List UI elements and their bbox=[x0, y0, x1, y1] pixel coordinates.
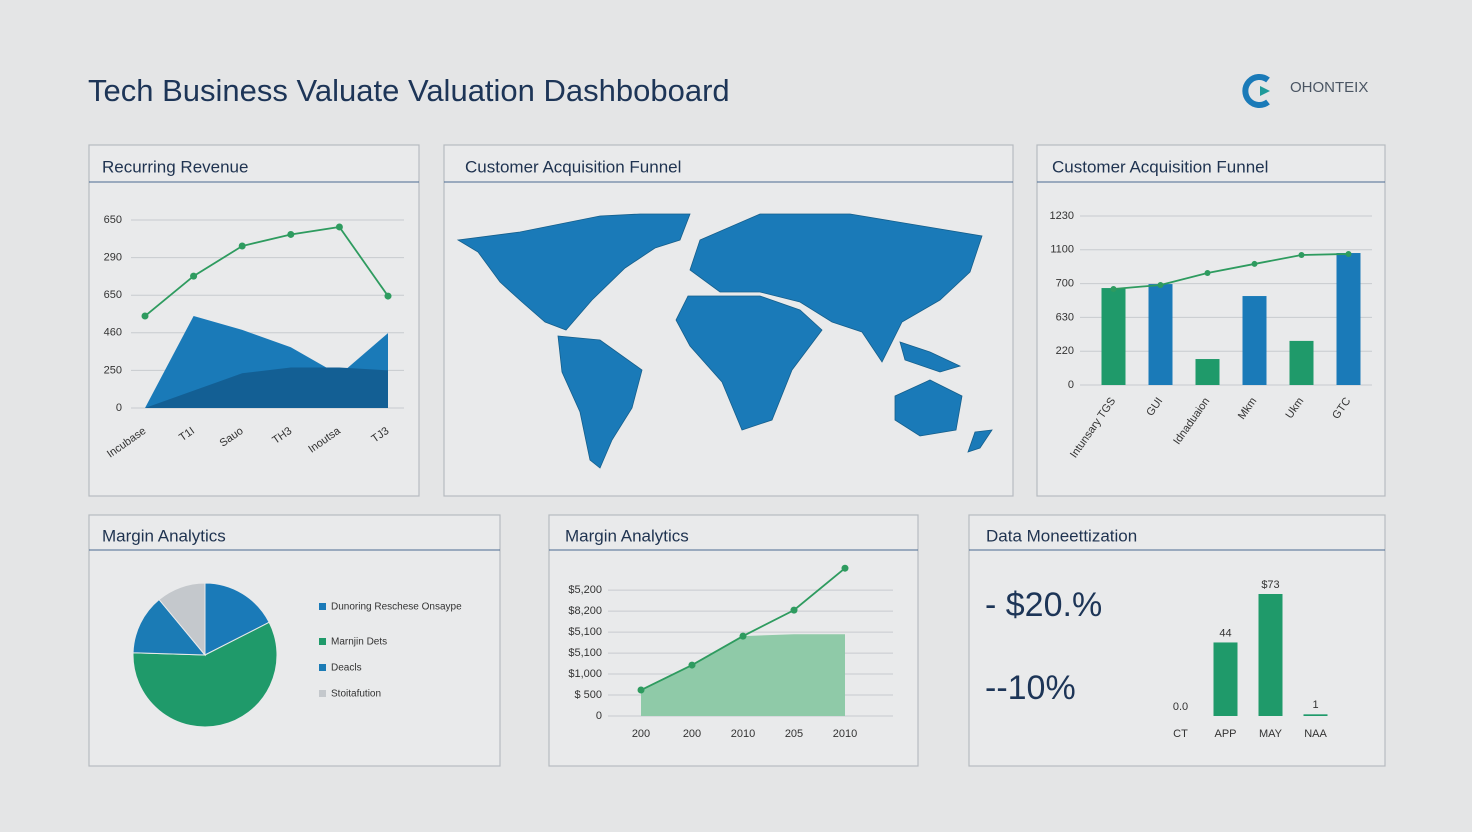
line-point bbox=[287, 230, 295, 238]
legend-swatch bbox=[319, 603, 326, 610]
y-tick-label: $8,200 bbox=[568, 605, 602, 617]
bar bbox=[1258, 594, 1283, 716]
bar bbox=[1101, 288, 1126, 385]
y-tick-label: 0 bbox=[1068, 379, 1074, 391]
world-map bbox=[456, 213, 993, 469]
y-tick-label: 650 bbox=[104, 289, 122, 301]
logo-arrow bbox=[1260, 86, 1270, 96]
line bbox=[1113, 253, 1349, 290]
line-point bbox=[190, 272, 198, 280]
line-point bbox=[637, 686, 645, 694]
bar bbox=[1195, 359, 1220, 385]
line-point bbox=[739, 632, 747, 640]
value-label: 44 bbox=[1219, 627, 1231, 639]
value-label: $73 bbox=[1261, 579, 1279, 591]
y-tick-label: $5,100 bbox=[568, 626, 602, 638]
brand-logo bbox=[1242, 74, 1270, 108]
line-point bbox=[1204, 269, 1211, 276]
map-eurasia bbox=[689, 213, 983, 363]
legend-swatch bbox=[319, 638, 326, 645]
value-label: 0.0 bbox=[1173, 701, 1188, 713]
dashboard-title: Tech Business Valuate Valuation Dashbobo… bbox=[88, 73, 730, 108]
line-point bbox=[1110, 285, 1117, 292]
y-tick-label: $5,100 bbox=[568, 647, 602, 659]
bar bbox=[1242, 296, 1267, 385]
x-tick-label: NAA bbox=[1304, 728, 1327, 740]
legend-swatch bbox=[319, 664, 326, 671]
line-point bbox=[1298, 252, 1305, 259]
pie-slice bbox=[204, 582, 270, 656]
y-tick-label: 630 bbox=[1056, 311, 1074, 323]
x-tick-label: MAY bbox=[1259, 728, 1283, 740]
pie-slice bbox=[132, 598, 207, 656]
panel bbox=[88, 144, 420, 497]
bar bbox=[1148, 284, 1173, 385]
panel-title: Customer Acquisition Funnel bbox=[465, 157, 681, 176]
y-tick-label: 1100 bbox=[1050, 244, 1074, 256]
line-point bbox=[141, 312, 149, 320]
x-tick-label: 200 bbox=[632, 728, 650, 740]
line-point bbox=[1157, 281, 1164, 288]
pie-slice bbox=[158, 582, 206, 657]
x-tick-label: CT bbox=[1173, 728, 1188, 740]
line-point bbox=[1251, 260, 1258, 267]
logo-arc bbox=[1242, 74, 1270, 108]
line-point bbox=[1345, 250, 1352, 257]
kpi-value: --10% bbox=[985, 669, 1076, 707]
area bbox=[641, 634, 845, 716]
map-new-zealand bbox=[967, 429, 993, 453]
panel-title: Data Moneettization bbox=[986, 526, 1137, 545]
pie-slice bbox=[132, 621, 278, 728]
area bbox=[145, 367, 388, 408]
x-tick-label: 205 bbox=[785, 728, 803, 740]
map-north-america bbox=[456, 213, 691, 331]
x-tick-label: APP bbox=[1214, 728, 1236, 740]
kpi-value: - $20.% bbox=[985, 586, 1102, 624]
panel bbox=[1036, 144, 1386, 497]
y-tick-label: 220 bbox=[1056, 345, 1074, 357]
bar bbox=[1213, 642, 1238, 716]
bar bbox=[1303, 714, 1328, 716]
y-tick-label: $1,000 bbox=[568, 668, 602, 680]
legend-label: Stoitafution bbox=[331, 689, 381, 700]
y-tick-label: 650 bbox=[104, 214, 122, 226]
y-tick-label: 250 bbox=[104, 364, 122, 376]
y-tick-label: 700 bbox=[1056, 278, 1074, 290]
value-label: 1 bbox=[1312, 699, 1318, 711]
line-point bbox=[841, 564, 849, 572]
y-tick-label: 460 bbox=[104, 327, 122, 339]
line-point bbox=[384, 292, 392, 300]
y-tick-label: $5,200 bbox=[568, 584, 602, 596]
bar bbox=[1289, 340, 1314, 385]
x-tick-label: 2010 bbox=[731, 728, 755, 740]
map-africa bbox=[675, 295, 823, 431]
line-point bbox=[335, 223, 343, 231]
map-islands bbox=[899, 341, 962, 373]
y-tick-label: $ 500 bbox=[574, 689, 602, 701]
bar bbox=[1336, 253, 1361, 385]
panel-title: Margin Analytics bbox=[102, 526, 226, 545]
legend-label: Deacls bbox=[331, 663, 362, 674]
line-point bbox=[790, 606, 798, 614]
panel-title: Margin Analytics bbox=[565, 526, 689, 545]
legend-label: Marnjin Dets bbox=[331, 637, 387, 648]
y-tick-label: 290 bbox=[104, 252, 122, 264]
line-point bbox=[238, 242, 246, 250]
y-tick-label: 1230 bbox=[1050, 210, 1074, 222]
brand-name: OHONTEIX bbox=[1290, 79, 1368, 96]
y-tick-label: 0 bbox=[596, 710, 602, 722]
map-australia bbox=[894, 379, 963, 437]
legend-label: Dunoring Reschese Onsaype bbox=[331, 602, 462, 613]
y-tick-label: 0 bbox=[116, 402, 122, 414]
x-tick-label: 200 bbox=[683, 728, 701, 740]
panel-title: Customer Acquisition Funnel bbox=[1052, 157, 1268, 176]
panel bbox=[968, 514, 1386, 767]
line-point bbox=[688, 661, 696, 669]
panel-title: Recurring Revenue bbox=[102, 157, 248, 176]
map-south-america bbox=[557, 335, 643, 469]
line bbox=[144, 225, 389, 317]
x-tick-label: 2010 bbox=[833, 728, 857, 740]
legend-swatch bbox=[319, 690, 326, 697]
